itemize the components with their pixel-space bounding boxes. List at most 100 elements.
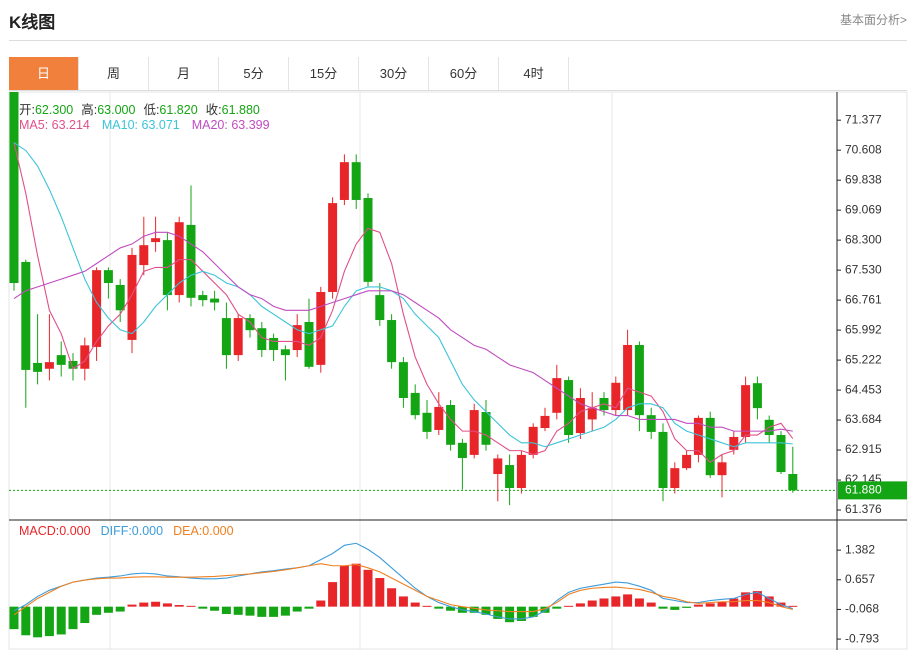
candle-body [434, 406, 444, 430]
candle-body [9, 92, 19, 284]
macd-bar [682, 606, 692, 608]
period-tab[interactable]: 5分 [219, 57, 289, 90]
candle-body [776, 435, 786, 473]
last-price-label: 61.880 [845, 483, 882, 497]
ohlc-label: 高: [81, 103, 98, 117]
candle-body [363, 198, 373, 282]
ohlc-item: 收:61.880 [206, 103, 260, 117]
legend-item: MA10: 63.071 [101, 118, 180, 132]
macd-bar [269, 606, 279, 617]
candle-body [292, 325, 302, 351]
macd-bar [68, 606, 78, 630]
macd-bar [540, 606, 550, 613]
candle-body [634, 344, 644, 416]
macd-bar [316, 600, 326, 607]
macd-bar [162, 603, 172, 607]
macd-bar [221, 606, 231, 615]
candle-body [493, 458, 503, 475]
candle-body [139, 245, 149, 266]
macd-bar [729, 598, 739, 607]
macd-bar [80, 606, 90, 624]
macd-bar [741, 592, 751, 607]
legend-item: DIFF:0.000 [100, 524, 164, 538]
title: K线图 [9, 13, 56, 32]
macd-bar [174, 605, 184, 607]
fundamentals-link[interactable]: 基本面分析> [839, 13, 907, 27]
macd-bar [587, 600, 597, 607]
macd-bar [115, 606, 125, 612]
candle-body [623, 344, 633, 411]
y-tick-label: 71.377 [845, 112, 882, 126]
macd-bar [257, 606, 267, 617]
candle-body [457, 442, 467, 459]
period-tab[interactable]: 60分 [429, 57, 499, 90]
candle-body [646, 415, 656, 432]
macd-bar [634, 598, 644, 607]
candle-body [587, 407, 597, 420]
period-tab[interactable]: 15分 [289, 57, 359, 90]
candle-body [375, 295, 385, 321]
macd-bar [233, 606, 243, 615]
macd-bar [646, 602, 656, 607]
candle-body [682, 454, 692, 469]
candle-body [186, 224, 196, 298]
period-tab[interactable]: 30分 [359, 57, 429, 90]
macd-bar [398, 596, 408, 607]
macd-bar [516, 606, 526, 621]
candle-body [44, 362, 54, 369]
period-tab[interactable]: 4时 [499, 57, 569, 90]
macd-bar [422, 605, 432, 607]
period-tab[interactable]: 周 [79, 57, 149, 90]
macd-bar [505, 606, 515, 623]
macd-bar [481, 606, 491, 615]
macd-bar [280, 606, 290, 616]
ohlc-label: 开: [19, 103, 35, 117]
candle-body [269, 337, 279, 351]
ohlc-info: 开:62.300 高:63.000 低:61.820 收:61.880 [19, 99, 268, 118]
period-tab[interactable]: 月 [149, 57, 219, 90]
candle-body [398, 362, 408, 398]
macd-bar [9, 606, 19, 630]
candle-body [221, 318, 231, 356]
candle-body [693, 417, 703, 455]
period-tab[interactable]: 日 [9, 57, 79, 90]
macd-bar [339, 565, 349, 607]
dea-line [13, 563, 793, 616]
macd-bar [469, 606, 479, 613]
legend-item: MA20: 63.399 [191, 118, 270, 132]
candle-body [339, 162, 349, 200]
divider [9, 40, 907, 41]
y-tick-label: 61.376 [845, 502, 882, 516]
ma-line [13, 231, 793, 432]
candle-body [705, 417, 715, 476]
macd-bar [717, 601, 727, 607]
candle-body [233, 318, 243, 356]
candle-body [410, 392, 420, 416]
diff-line [13, 542, 793, 620]
ohlc-label: 低: [143, 103, 160, 117]
candle-body [351, 162, 361, 200]
macd-bar [493, 606, 503, 619]
macd-bar [410, 602, 420, 607]
ohlc-label: 收: [205, 103, 222, 117]
y-tick-label: 62.915 [845, 442, 882, 456]
ohlc-value: 61.880 [221, 103, 260, 117]
macd-bar [151, 601, 161, 607]
candle-body [103, 270, 113, 284]
macd-bar [764, 596, 774, 607]
candle-body [788, 474, 798, 491]
legend-item: MA5: 63.214 [19, 118, 90, 132]
macd-bar [752, 591, 762, 607]
macd-bar [210, 606, 220, 611]
candle-body [481, 412, 491, 445]
ohlc-item: 开:62.300 [19, 103, 73, 117]
y-tick-label: 69.838 [845, 172, 882, 186]
y-tick-label: 68.300 [845, 232, 882, 246]
chart-frame [8, 91, 908, 650]
ma-legend: MA5: 63.214 MA10: 63.071 MA20: 63.399 [19, 118, 282, 132]
macd-bar [599, 598, 609, 607]
macd-bar [44, 606, 54, 637]
macd-bar [186, 605, 196, 607]
ohlc-item: 高:63.000 [81, 103, 135, 117]
